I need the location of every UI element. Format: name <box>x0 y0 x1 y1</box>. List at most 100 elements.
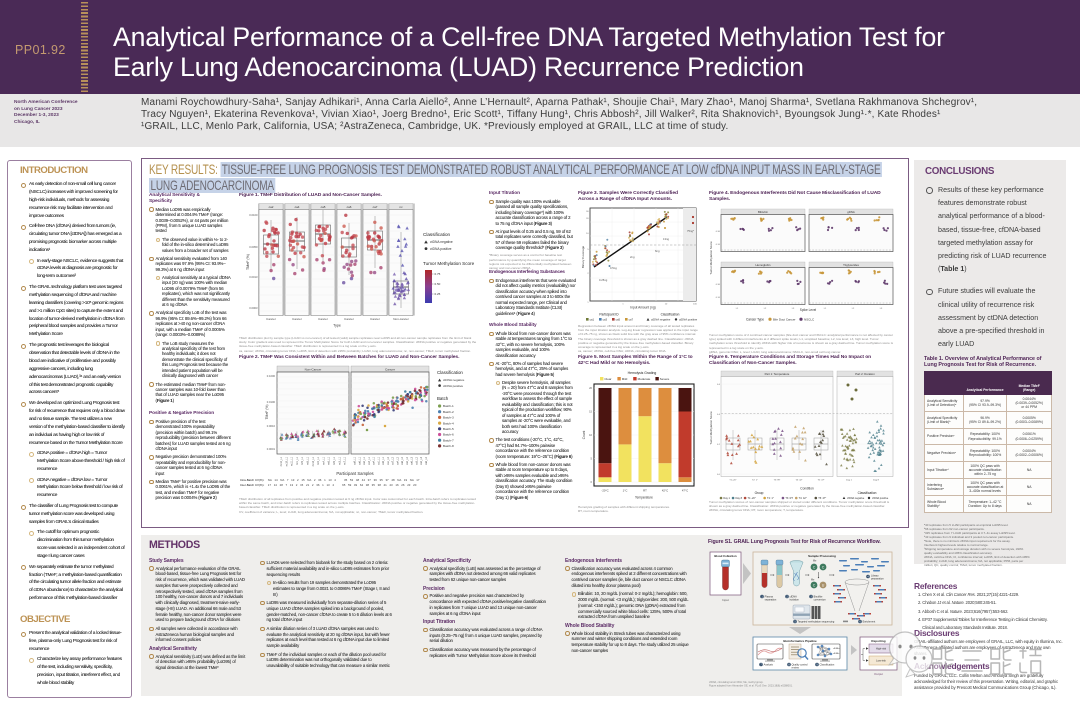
svg-text:Classification: Classification <box>423 232 451 237</box>
svg-text:nc4_L1: nc4_L1 <box>322 456 325 465</box>
svg-text:0.0: 0.0 <box>717 474 721 476</box>
svg-text:Group: Group <box>755 491 764 495</box>
svg-text:ctDNA positive: ctDNA positive <box>430 247 452 251</box>
svg-text:ctDNA negative: ctDNA negative <box>651 318 671 322</box>
svg-text:L1: L1 <box>824 308 827 310</box>
svg-text:30: 30 <box>586 211 589 213</box>
svg-text:ca6: ca6 <box>347 205 352 209</box>
svg-text:Blood Collection: Blood Collection <box>714 554 737 558</box>
svg-text:ca5: ca5 <box>616 318 621 322</box>
svg-text:T2: 1°: T2: 1° <box>752 480 758 482</box>
svg-text:Temperature: Temperature <box>635 496 653 500</box>
svg-text:8: 8 <box>788 664 790 667</box>
svg-text:13ng: 13ng <box>663 237 669 241</box>
svg-text:Part 1: Temperature: Part 1: Temperature <box>765 372 790 376</box>
svg-text:cfDNA negative: cfDNA negative <box>847 497 865 500</box>
svg-text:ca7: ca7 <box>373 205 378 209</box>
svg-text:ca6_L2: ca6_L2 <box>425 456 428 465</box>
svg-text:Input Amount (ng): Input Amount (ng) <box>630 306 655 310</box>
svg-text:5: 5 <box>591 457 593 461</box>
svg-text:Cancer Type: Cancer Type <box>746 317 764 321</box>
svg-text:6: 6 <box>859 621 861 624</box>
svg-text:ca2_L2: ca2_L2 <box>406 456 409 465</box>
svg-text:0.0010: 0.0010 <box>267 424 276 428</box>
svg-text:Moderate: Moderate <box>638 377 651 381</box>
svg-text:cfDNA: cfDNA <box>790 596 798 599</box>
svg-text:C: C <box>813 565 816 569</box>
svg-text:nc8_L1: nc8_L1 <box>307 456 310 465</box>
svg-text:nc19_L1: nc19_L1 <box>285 456 288 466</box>
svg-text:7: 7 <box>760 664 762 667</box>
svg-text:5: 5 <box>587 249 589 251</box>
svg-text:10: 10 <box>665 304 668 306</box>
svg-text:Batch-3: Batch-3 <box>443 416 454 420</box>
svg-text:Classification: Classification <box>437 370 463 375</box>
svg-text:Cancer: Cancer <box>318 317 328 321</box>
svg-text:0: 0 <box>591 480 593 484</box>
svg-text:nc11_L1: nc11_L1 <box>291 456 294 466</box>
svg-text:0.30: 0.30 <box>716 231 721 233</box>
svg-text:nc1_L1: nc1_L1 <box>296 456 299 465</box>
svg-text:15: 15 <box>589 410 592 414</box>
svg-text:Cancer: Cancer <box>344 317 354 321</box>
svg-text:cfDNA -: cfDNA - <box>833 652 840 655</box>
svg-text:0.4: 0.4 <box>717 414 721 416</box>
svg-text:Type: Type <box>333 324 341 328</box>
svg-text:1: 1 <box>761 596 763 599</box>
svg-text:Hemoglobin: Hemoglobin <box>756 263 771 267</box>
svg-text:0.5ng: 0.5ng <box>610 266 617 270</box>
svg-text:ca5_L1: ca5_L1 <box>382 456 385 465</box>
svg-text:1°C: 1°C <box>623 489 628 493</box>
svg-text:NSCLC: NSCLC <box>804 317 815 321</box>
svg-text:review: review <box>792 667 799 670</box>
svg-text:ca6_L1: ca6_L1 <box>358 456 361 465</box>
svg-text:0.0050: 0.0050 <box>249 245 258 249</box>
svg-text:nc5_L1: nc5_L1 <box>301 456 304 465</box>
svg-text:TMeF (%): TMeF (%) <box>246 254 250 270</box>
svg-text:ca4: ca4 <box>295 205 300 209</box>
svg-text:Triglycerides: Triglycerides <box>843 263 859 267</box>
svg-text:T3: RT: T3: RT <box>785 497 793 500</box>
svg-text:TMeF (%): TMeF (%) <box>265 404 269 419</box>
svg-text:Bilirubin: Bilirubin <box>758 210 768 214</box>
svg-text:Batch-2: Batch-2 <box>443 410 454 414</box>
svg-text:Classification: Classification <box>858 491 877 495</box>
svg-text:0.10: 0.10 <box>716 244 721 246</box>
svg-text:C: C <box>822 565 825 569</box>
svg-text:Analysis: Analysis <box>764 664 774 667</box>
svg-text:Day 8: Day 8 <box>873 480 879 482</box>
svg-text:ca1_L1: ca1_L1 <box>377 456 380 465</box>
svg-text:9: 9 <box>816 664 818 667</box>
svg-text:Severe: Severe <box>660 377 670 381</box>
svg-text:Clear: Clear <box>604 377 611 381</box>
svg-text:Non-cancer: Non-cancer <box>393 317 409 321</box>
svg-text:nc2_L1: nc2_L1 <box>317 456 320 465</box>
svg-text:L3: L3 <box>880 308 883 310</box>
svg-text:ca4_L1: ca4_L1 <box>373 456 376 465</box>
svg-text:isolation: isolation <box>790 599 800 602</box>
svg-text:T4: 42°: T4: 42° <box>795 480 802 482</box>
svg-text:Plasma: Plasma <box>765 596 774 599</box>
svg-text:ctDNA positive: ctDNA positive <box>443 384 463 388</box>
svg-text:cfDNA positive: cfDNA positive <box>872 497 889 500</box>
svg-text:nc12_L1: nc12_L1 <box>280 456 283 466</box>
svg-text:T5: 47°: T5: 47° <box>818 497 826 500</box>
svg-text:RT: RT <box>643 489 647 493</box>
svg-text:T1:-20°: T1:-20° <box>729 480 736 482</box>
svg-text:Tumor Methylation Score: Tumor Methylation Score <box>423 261 475 266</box>
svg-text:4: 4 <box>867 576 869 579</box>
svg-text:Batch-8: Batch-8 <box>443 444 454 448</box>
svg-text:0.6: 0.6 <box>717 384 721 386</box>
svg-text:Bisulfite: Bisulfite <box>814 596 823 599</box>
svg-text:Me: Me <box>811 579 815 582</box>
svg-text:1: 1 <box>622 304 624 306</box>
svg-text:L2: L2 <box>852 308 855 310</box>
svg-text:10: 10 <box>589 433 592 437</box>
svg-text:2ng: 2ng <box>630 255 635 259</box>
svg-text:nc: nc <box>399 205 403 209</box>
svg-text:Figure adapted from Alexander: Figure adapted from Alexander GE, et al.… <box>709 685 793 688</box>
svg-text:ca3: ca3 <box>603 318 608 322</box>
svg-text:L1: L1 <box>736 308 739 310</box>
svg-text:ca6_L2: ca6_L2 <box>401 456 404 465</box>
svg-text:ctDNA negative: ctDNA negative <box>430 240 453 244</box>
